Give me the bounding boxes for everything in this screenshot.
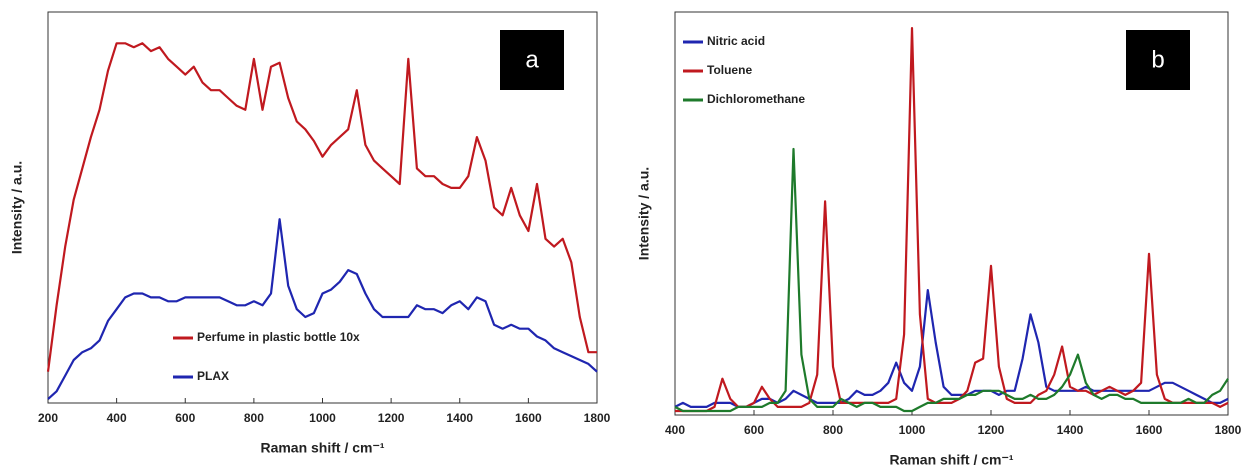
y-axis-label: Intensity / a.u. — [9, 161, 25, 254]
panel-label: b — [1151, 46, 1164, 73]
plot-frame — [674, 11, 1229, 416]
x-tick-label: 800 — [244, 411, 264, 425]
x-tick-label: 1800 — [584, 411, 611, 425]
x-tick-label: 1200 — [978, 423, 1005, 437]
x-tick-label: 200 — [38, 411, 58, 425]
data-line — [47, 218, 598, 400]
legend-label: Nitric acid — [707, 34, 765, 48]
x-tick-label: 1400 — [1057, 423, 1084, 437]
legend-label: Perfume in plastic bottle 10x — [197, 330, 360, 344]
x-tick-label: 400 — [665, 423, 685, 437]
x-tick-label: 400 — [107, 411, 127, 425]
data-line — [675, 27, 1229, 413]
panel-box — [1126, 30, 1190, 90]
data-line — [674, 147, 1229, 413]
legend-label: Toluene — [707, 63, 752, 77]
x-tick-label: 1000 — [309, 411, 336, 425]
x-tick-label: 1600 — [1136, 423, 1163, 437]
x-tick-label: 800 — [823, 423, 843, 437]
x-axis-label: Raman shift / cm⁻¹ — [260, 440, 384, 456]
x-tick-label: 1200 — [378, 411, 405, 425]
x-axis-label: Raman shift / cm⁻¹ — [889, 452, 1013, 468]
x-tick-label: 1400 — [446, 411, 473, 425]
panel-box — [500, 30, 564, 90]
panel-label: a — [525, 46, 539, 73]
legend-label: PLAX — [197, 369, 229, 383]
x-tick-label: 1600 — [515, 411, 542, 425]
data-line — [674, 289, 1229, 408]
x-tick-label: 1800 — [1215, 423, 1242, 437]
data-line — [46, 42, 597, 372]
x-tick-label: 1000 — [899, 423, 926, 437]
x-tick-label: 600 — [744, 423, 764, 437]
x-tick-label: 600 — [175, 411, 195, 425]
legend-label: Dichloromethane — [707, 92, 805, 106]
y-axis-label: Intensity / a.u. — [636, 167, 652, 260]
